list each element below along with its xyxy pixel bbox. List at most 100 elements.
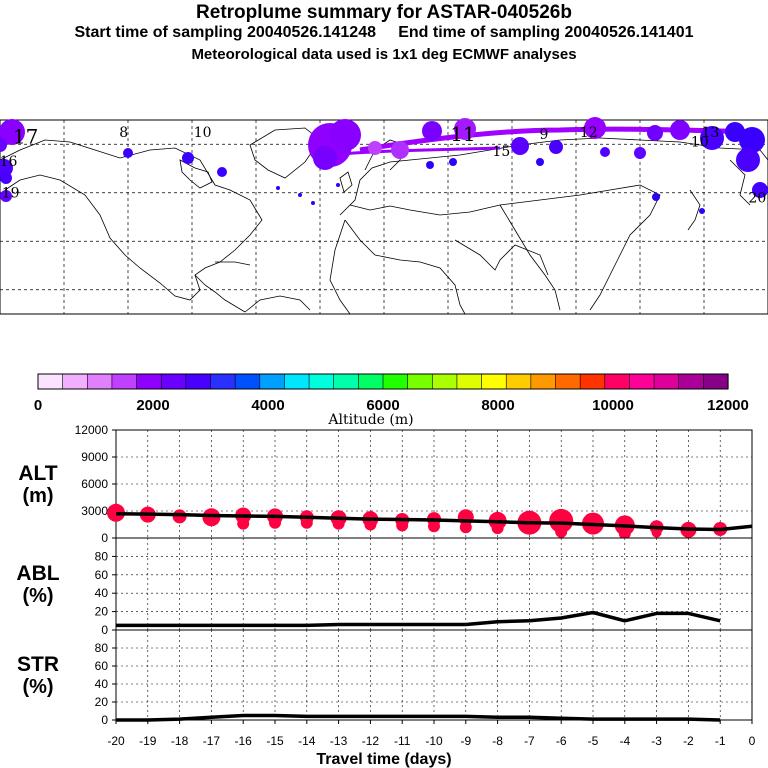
cluster-circle [752, 182, 768, 198]
data-marker [396, 519, 409, 532]
colorbar-swatch [481, 373, 507, 390]
colorbar-swatch [382, 373, 409, 390]
x-tick-label: -16 [235, 734, 253, 748]
cluster-circle [276, 186, 280, 190]
y-axis-label: ABL [16, 562, 59, 585]
cluster-label: 13 [701, 125, 719, 141]
timeseries-panels: 030006000900012000ALT(m)020406080ABL(%)0… [16, 423, 755, 768]
x-tick-label: -11 [394, 734, 411, 748]
cluster-circle [647, 125, 663, 141]
retroplume-clusters [0, 117, 768, 214]
cluster-circle [422, 121, 442, 141]
x-tick-label: -6 [556, 734, 567, 748]
colorbar-swatch [111, 373, 138, 390]
data-marker [364, 518, 377, 531]
data-marker [202, 508, 221, 527]
met-data-label: Meteorological data used is 1x1 deg ECMW… [191, 46, 577, 63]
y-tick-label: 0 [101, 713, 108, 727]
cluster-circle [311, 201, 315, 205]
x-tick-label: -1 [715, 734, 726, 748]
colorbar-frame [37, 373, 729, 390]
series-line [116, 713, 721, 722]
cluster-label: 20 [748, 190, 766, 206]
y-axis-label: (%) [22, 676, 53, 698]
cluster-circle [670, 120, 690, 140]
panel-abl: 0 20 40 60 80 ABL(%) [16, 537, 753, 637]
colorbar-swatch [185, 373, 212, 390]
cluster-circle [600, 147, 610, 157]
y-tick-label: 80 [95, 641, 109, 655]
colorbar-swatch [530, 373, 557, 390]
y-tick-label: 6000 [81, 477, 108, 491]
panel-alt: 0 3000 6000 9000 12000 ALT(m) [18, 423, 753, 545]
y-tick-label: 0 [101, 531, 108, 545]
y-tick-label: 0 [101, 623, 108, 637]
cluster-label: 10 [194, 125, 212, 141]
cluster-circle [736, 148, 760, 172]
data-marker [107, 503, 125, 522]
colorbar-label: Altitude (m) [327, 412, 413, 428]
colorbar-swatch [629, 373, 655, 390]
x-tick-label: -3 [651, 734, 662, 748]
colorbar-tick-label: 12000 [707, 397, 749, 414]
x-tick-label: -4 [619, 734, 630, 748]
data-marker [549, 508, 574, 533]
cluster-circle [0, 172, 12, 184]
cluster-circle [0, 119, 25, 145]
cluster-circle [549, 140, 563, 154]
end-time-label: End time of sampling 20040526.141401 [398, 24, 694, 41]
colorbar-swatch [37, 373, 64, 390]
cluster-label: 12 [580, 125, 598, 141]
cluster-circle [511, 137, 529, 155]
cluster-circle [584, 117, 606, 139]
cluster-circle [123, 148, 133, 158]
colorbar-swatch [160, 373, 187, 390]
colorbar-swatch [136, 373, 162, 390]
sampling-time-line: Start time of sampling 20040526.141248 E… [0, 24, 768, 42]
colorbar-swatch [456, 373, 483, 390]
colorbar-tick-label: 0 [34, 397, 42, 414]
colorbar-swatch [653, 373, 680, 390]
y-tick-label: 40 [95, 586, 109, 600]
x-tick-label: -17 [203, 734, 221, 748]
y-axis-label: (%) [22, 585, 53, 607]
data-marker [459, 521, 472, 534]
cluster-circle [699, 208, 705, 214]
colorbar-swatch [703, 373, 729, 390]
cluster-circle [426, 161, 434, 169]
data-marker [651, 527, 662, 538]
x-tick-label: -8 [492, 734, 503, 748]
colorbar-swatch [284, 373, 310, 390]
cluster-circle [0, 138, 7, 152]
cluster-circle [391, 141, 409, 159]
x-tick-label: -7 [524, 734, 535, 748]
cluster-circle [536, 158, 544, 166]
data-marker [428, 520, 440, 533]
cluster-circle [700, 126, 724, 150]
colorbar-swatch [259, 373, 286, 390]
cluster-label: 15 [492, 144, 510, 160]
x-tick-label: -2 [683, 734, 694, 748]
colorbar-swatch [358, 373, 384, 390]
x-tick-label: -5 [588, 734, 599, 748]
colorbar-swatch [62, 373, 88, 390]
cluster-label: 16 [0, 154, 18, 170]
x-tick-label: 0 [749, 734, 756, 748]
x-tick-label: -19 [139, 734, 157, 748]
colorbar-swatch [678, 373, 704, 390]
colorbar-tick-label: 6000 [366, 397, 399, 414]
y-tick-label: 9000 [81, 450, 108, 464]
cluster-circle [454, 118, 476, 140]
colorbar-swatch [431, 373, 458, 390]
colorbar-swatch [579, 373, 606, 390]
cluster-label: 17 [13, 125, 38, 149]
colorbar-swatch [86, 373, 113, 390]
colorbar-swatch [555, 373, 581, 390]
data-marker [332, 517, 345, 530]
cluster-label: 11 [450, 122, 475, 146]
plume-track-upper [359, 126, 761, 153]
colorbar-swatch [234, 373, 261, 390]
x-tick-label: -12 [362, 734, 380, 748]
